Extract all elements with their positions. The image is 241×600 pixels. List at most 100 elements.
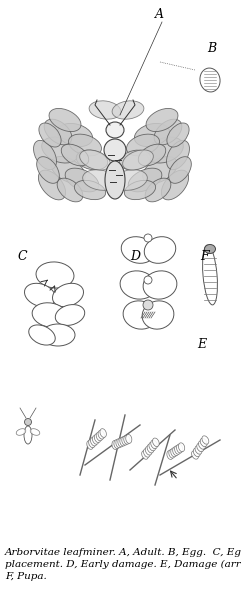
Ellipse shape bbox=[87, 440, 93, 449]
Ellipse shape bbox=[118, 438, 124, 447]
Ellipse shape bbox=[91, 437, 97, 446]
Ellipse shape bbox=[128, 168, 162, 192]
Text: D: D bbox=[130, 250, 140, 263]
Ellipse shape bbox=[30, 429, 40, 435]
Ellipse shape bbox=[80, 150, 110, 170]
Ellipse shape bbox=[104, 139, 126, 161]
Ellipse shape bbox=[49, 109, 81, 131]
Ellipse shape bbox=[121, 236, 155, 263]
Text: C: C bbox=[18, 250, 28, 263]
Ellipse shape bbox=[145, 178, 171, 202]
Ellipse shape bbox=[200, 68, 220, 92]
Ellipse shape bbox=[143, 157, 177, 184]
Ellipse shape bbox=[55, 305, 85, 325]
Ellipse shape bbox=[38, 170, 66, 200]
Ellipse shape bbox=[89, 101, 121, 119]
Ellipse shape bbox=[202, 436, 209, 444]
Ellipse shape bbox=[143, 449, 150, 457]
Ellipse shape bbox=[124, 436, 130, 444]
Ellipse shape bbox=[154, 119, 182, 145]
Ellipse shape bbox=[112, 440, 118, 449]
Ellipse shape bbox=[173, 447, 179, 455]
Ellipse shape bbox=[151, 440, 157, 449]
Ellipse shape bbox=[167, 123, 189, 147]
Ellipse shape bbox=[123, 150, 153, 170]
Ellipse shape bbox=[105, 161, 125, 199]
Ellipse shape bbox=[167, 451, 173, 460]
Ellipse shape bbox=[126, 434, 132, 443]
Text: E: E bbox=[197, 338, 206, 351]
Ellipse shape bbox=[51, 157, 85, 184]
Text: Arborvitae leafminer. A, Adult. B, Egg.  C, Egg
placement. D, Early damage. E, D: Arborvitae leafminer. A, Adult. B, Egg. … bbox=[5, 548, 241, 581]
Ellipse shape bbox=[65, 168, 99, 192]
Ellipse shape bbox=[68, 134, 101, 156]
Text: F: F bbox=[200, 250, 209, 263]
Ellipse shape bbox=[24, 426, 32, 444]
Ellipse shape bbox=[193, 448, 200, 457]
Ellipse shape bbox=[177, 444, 183, 453]
Ellipse shape bbox=[174, 445, 181, 454]
Ellipse shape bbox=[98, 430, 105, 439]
Ellipse shape bbox=[171, 448, 177, 457]
Ellipse shape bbox=[116, 439, 122, 448]
Text: B: B bbox=[207, 42, 216, 55]
Ellipse shape bbox=[134, 124, 170, 146]
Ellipse shape bbox=[142, 451, 148, 459]
Ellipse shape bbox=[57, 178, 83, 202]
Ellipse shape bbox=[42, 137, 78, 163]
Ellipse shape bbox=[127, 134, 160, 156]
Ellipse shape bbox=[161, 170, 189, 200]
Ellipse shape bbox=[153, 438, 159, 446]
Ellipse shape bbox=[143, 271, 177, 299]
Ellipse shape bbox=[169, 449, 175, 458]
Ellipse shape bbox=[120, 437, 126, 446]
Ellipse shape bbox=[179, 443, 185, 452]
Ellipse shape bbox=[122, 436, 128, 445]
Circle shape bbox=[143, 300, 153, 310]
Ellipse shape bbox=[113, 170, 147, 190]
Ellipse shape bbox=[114, 440, 120, 449]
Ellipse shape bbox=[94, 434, 101, 443]
Ellipse shape bbox=[138, 144, 166, 166]
Ellipse shape bbox=[146, 109, 178, 131]
Ellipse shape bbox=[39, 123, 61, 147]
Ellipse shape bbox=[119, 150, 151, 170]
Ellipse shape bbox=[25, 283, 55, 307]
Ellipse shape bbox=[145, 446, 152, 455]
Ellipse shape bbox=[100, 428, 106, 437]
Ellipse shape bbox=[96, 432, 103, 441]
Ellipse shape bbox=[89, 439, 95, 448]
Ellipse shape bbox=[124, 181, 156, 200]
Ellipse shape bbox=[200, 439, 207, 446]
Ellipse shape bbox=[195, 446, 202, 454]
Ellipse shape bbox=[93, 436, 99, 444]
Ellipse shape bbox=[123, 301, 157, 329]
Ellipse shape bbox=[147, 445, 154, 453]
Ellipse shape bbox=[53, 283, 83, 307]
Ellipse shape bbox=[44, 119, 72, 145]
Text: A: A bbox=[155, 8, 164, 21]
Ellipse shape bbox=[37, 157, 59, 184]
Ellipse shape bbox=[112, 101, 144, 119]
Ellipse shape bbox=[106, 122, 124, 138]
Ellipse shape bbox=[32, 303, 68, 327]
Ellipse shape bbox=[192, 451, 198, 459]
Ellipse shape bbox=[33, 140, 56, 170]
Ellipse shape bbox=[197, 443, 204, 452]
Circle shape bbox=[144, 276, 152, 284]
Ellipse shape bbox=[41, 324, 75, 346]
Ellipse shape bbox=[149, 442, 156, 451]
Ellipse shape bbox=[142, 301, 174, 329]
Circle shape bbox=[144, 234, 152, 242]
Ellipse shape bbox=[25, 419, 32, 425]
Ellipse shape bbox=[83, 170, 117, 190]
Ellipse shape bbox=[144, 236, 176, 263]
Ellipse shape bbox=[167, 140, 189, 170]
Ellipse shape bbox=[169, 157, 191, 184]
Ellipse shape bbox=[29, 325, 55, 345]
Ellipse shape bbox=[57, 124, 93, 146]
Ellipse shape bbox=[205, 245, 215, 253]
Ellipse shape bbox=[120, 271, 156, 299]
Ellipse shape bbox=[76, 150, 108, 170]
Ellipse shape bbox=[36, 262, 74, 288]
